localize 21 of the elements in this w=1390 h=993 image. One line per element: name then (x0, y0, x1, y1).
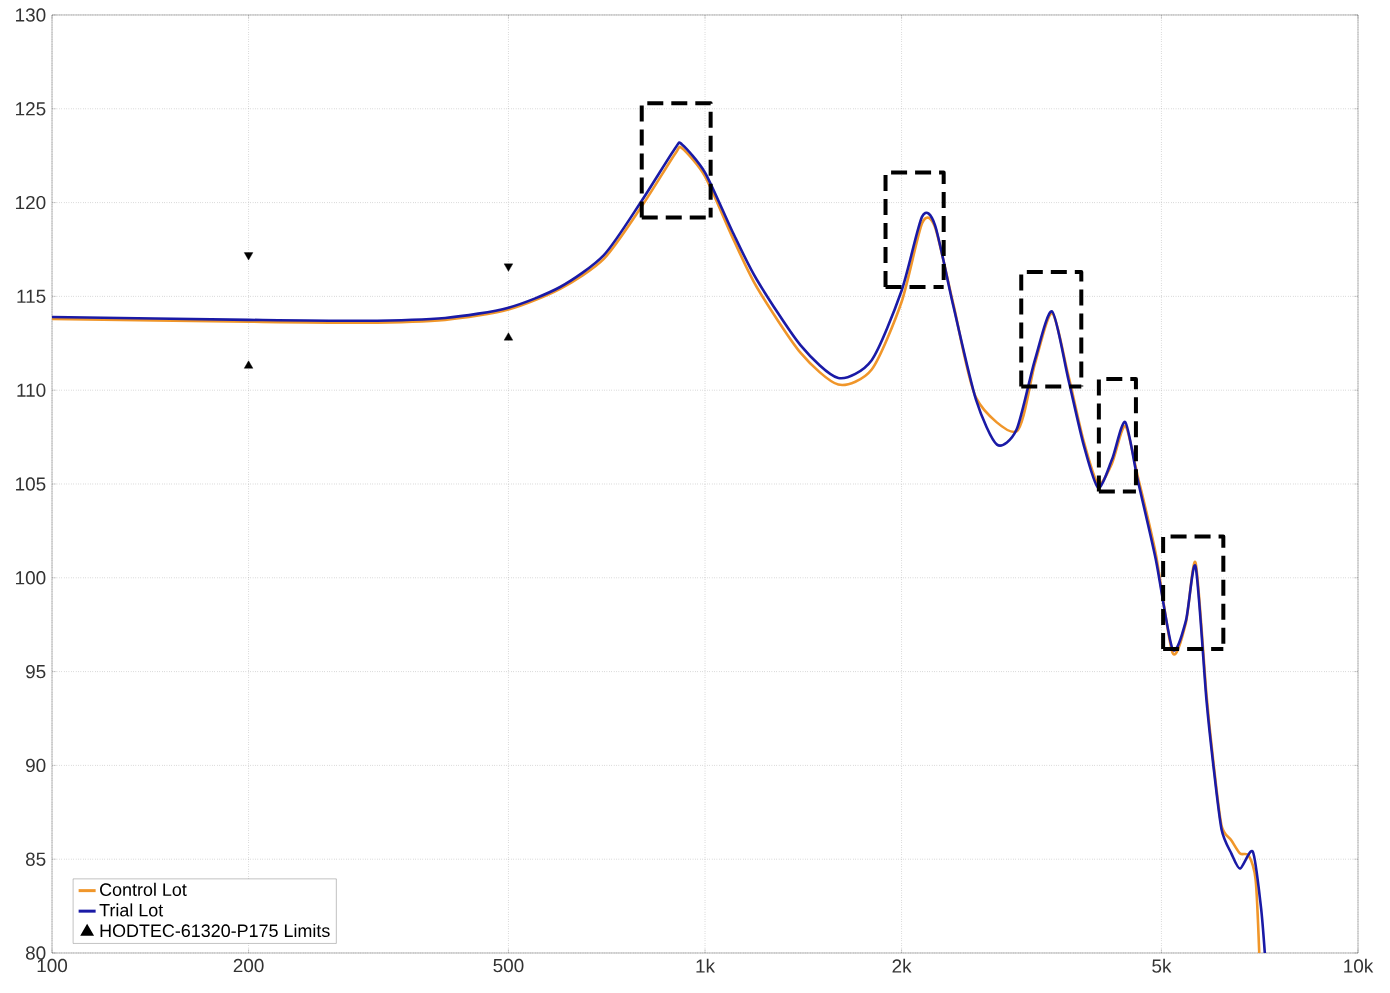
y-tick-label: 105 (16, 477, 46, 491)
legend-label: Control Lot (100, 882, 187, 897)
x-tick-label: 2k (892, 958, 912, 973)
x-tick-label: 10k (1344, 958, 1374, 973)
y-tick-label: 85 (25, 852, 46, 866)
y-tick-label: 100 (16, 571, 46, 585)
legend-label: HODTEC-61320-P175 Limits (100, 923, 330, 938)
y-tick-label: 120 (16, 195, 46, 210)
y-tick-label: 90 (26, 758, 46, 773)
y-tick-label: 130 (16, 8, 46, 22)
x-tick-label: 100 (37, 958, 68, 973)
y-tick-label: 115 (17, 289, 46, 303)
x-tick-label: 5k (1152, 958, 1172, 973)
legend-label: Trial Lot (99, 903, 164, 917)
x-tick-label: 500 (493, 958, 524, 973)
y-tick-label: 95 (26, 664, 46, 679)
x-tick-label: 200 (233, 958, 264, 973)
y-tick-label: 110 (17, 383, 46, 397)
y-tick-label: 80 (25, 946, 46, 960)
y-tick-label: 125 (16, 102, 46, 116)
x-tick-label: 1k (696, 958, 716, 973)
